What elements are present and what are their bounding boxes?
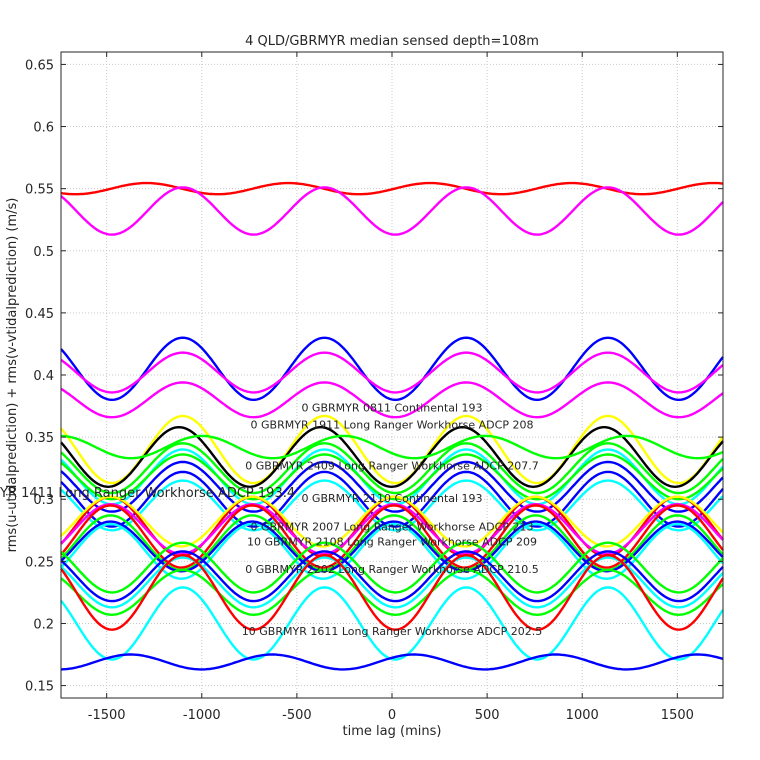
- annotation-label: 0 GBRMYR 2007 Long Ranger Workhorse ADCP…: [251, 521, 534, 534]
- annotation-label: YR 1411 Long Ranger Workhorse ADCP 193.4: [0, 486, 295, 501]
- series-line-25: [60, 568, 724, 617]
- x-tick-label: -500: [282, 708, 312, 723]
- annotation-layer: 0 GBRMYR 0811 Continental 193 0 GBRMYR 19…: [0, 401, 542, 638]
- series-line-14: [60, 479, 724, 532]
- series-line-4: [60, 351, 724, 394]
- series-layer: [60, 181, 725, 671]
- series-line-7: [60, 425, 724, 489]
- tick-layer: -1500 -1000 -500 0 500 1000 1500 0.15 0.2 0.25 0.3…: [25, 52, 723, 723]
- series-line-23: [60, 550, 724, 603]
- annotation-label: 0 GBRMYR 2409 Long Ranger Workhorse ADCP…: [245, 460, 538, 473]
- series-line-22: [60, 541, 724, 594]
- series-line-21: [60, 522, 724, 580]
- series-line-26: [60, 553, 725, 631]
- y-tick-label: 0.6: [33, 121, 54, 136]
- series-line-8: [60, 434, 724, 460]
- x-tick-label: -1000: [183, 708, 221, 723]
- x-axis-label: time lag (mins): [343, 724, 442, 739]
- series-line-18: [60, 504, 724, 569]
- annotation-label: 0 GBRMYR 0811 Continental 193: [301, 401, 482, 414]
- y-tick-label: 0.3: [33, 493, 54, 508]
- series-line-1: [60, 181, 724, 196]
- annotation-label: 0 GBRMYR 1911 Long Ranger Workhorse ADCP…: [251, 419, 534, 432]
- y-tick-label: 0.35: [25, 431, 54, 446]
- y-tick-label: 0.5: [33, 245, 54, 260]
- series-line-2: [60, 186, 724, 236]
- y-tick-label: 0.55: [25, 183, 54, 198]
- x-tick-label: 1000: [566, 708, 599, 723]
- x-tick-label: 500: [475, 708, 500, 723]
- annotation-label: 10 GBRMYR 2108 Long Ranger Workhorse ADC…: [247, 535, 537, 548]
- annotation-label: 0 GBRMYR 2110 Continental 193: [301, 492, 482, 505]
- series-line-9: [60, 442, 724, 495]
- y-tick-label: 0.2: [33, 617, 54, 632]
- annotation-label: 10 GBRMYR 1611 Long Ranger Workhorse ADC…: [242, 625, 542, 638]
- series-line-28: [60, 653, 724, 671]
- series-line-12: [60, 460, 724, 513]
- series-line-27: [60, 586, 724, 661]
- y-tick-label: 0.15: [25, 680, 54, 695]
- x-tick-label: 1500: [661, 708, 694, 723]
- series-line-13: [60, 470, 724, 528]
- y-axis-label: rms(u-utidalprediction) + rms(v-vtidalpr…: [5, 198, 20, 553]
- y-tick-label: 0.4: [33, 369, 54, 384]
- series-line-11: [60, 453, 724, 501]
- series-line-5: [60, 381, 724, 419]
- x-tick-label: -1500: [88, 708, 126, 723]
- y-tick-label: 0.25: [25, 555, 54, 570]
- y-tick-label: 0.45: [25, 307, 54, 322]
- series-line-16: [60, 495, 724, 548]
- series-line-19: [60, 514, 724, 572]
- series-line-6: [60, 414, 724, 485]
- chart-title: 4 QLD/GBRMYR median sensed depth=108m: [245, 34, 539, 49]
- annotation-label: 0 GBRMYR 2202 Long Ranger Workhorse ADCP…: [245, 563, 538, 576]
- x-tick-label: 0: [388, 708, 396, 723]
- series-line-3: [60, 336, 724, 401]
- y-tick-label: 0.65: [25, 58, 54, 73]
